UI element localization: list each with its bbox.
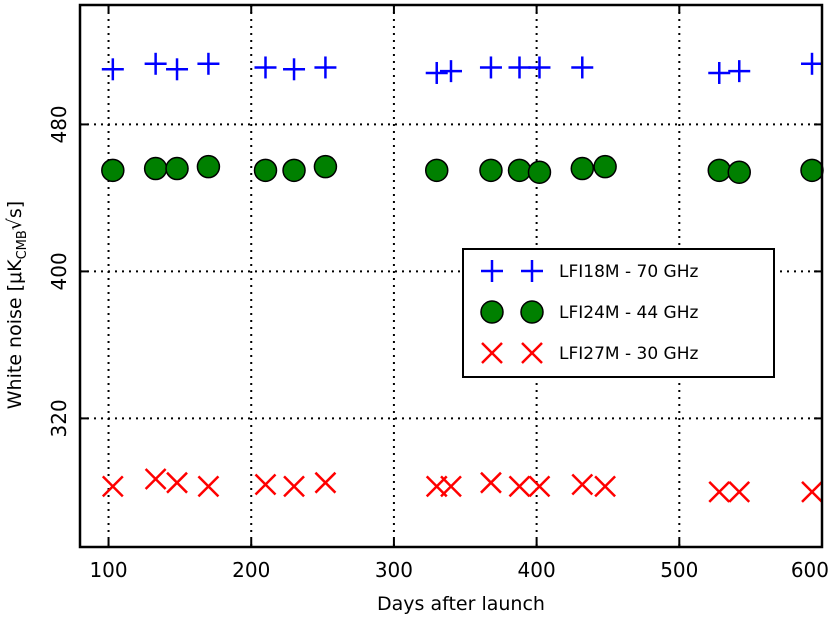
x-tick-label: 400 xyxy=(518,558,556,582)
point-circle xyxy=(507,158,532,183)
point-plus xyxy=(144,52,167,75)
point-circle xyxy=(165,156,189,181)
x-axis-label: Days after launch xyxy=(377,593,545,615)
legend-marker-plus xyxy=(521,260,543,282)
legend-item: LFI18M - 70 GHz xyxy=(481,260,698,282)
x-tick-label: 200 xyxy=(232,558,270,582)
legend-label: LFI27M - 30 GHz xyxy=(559,344,698,364)
data-marks xyxy=(101,52,824,503)
legend-marker-plus xyxy=(481,260,503,282)
axis-ticks: 100 200 300 400 500 600 320 400 480 xyxy=(47,5,829,582)
point-x xyxy=(508,475,531,498)
point-x xyxy=(594,475,616,498)
point-plus xyxy=(440,60,462,83)
point-x xyxy=(480,471,502,494)
point-x xyxy=(728,480,751,503)
legend-marker-circle xyxy=(520,300,544,324)
point-x xyxy=(283,475,305,498)
y-axis-label: White noise [μKCMB√s] xyxy=(4,201,30,409)
plot-frame xyxy=(78,3,824,549)
point-circle xyxy=(313,154,338,179)
grid-lines xyxy=(80,5,823,547)
legend-label: LFI18M - 70 GHz xyxy=(559,262,698,282)
point-plus xyxy=(283,58,306,81)
legend-marker-x xyxy=(481,342,503,364)
legend-marker-circle xyxy=(480,300,504,324)
point-plus xyxy=(728,60,751,83)
legend-marker-x xyxy=(521,342,543,364)
legend-item: LFI27M - 30 GHz xyxy=(481,342,698,364)
point-circle xyxy=(479,158,503,183)
point-plus xyxy=(101,58,124,81)
point-plus xyxy=(254,56,277,79)
point-circle xyxy=(253,158,278,183)
y-axis-label-main: White noise [μK xyxy=(4,259,26,409)
y-tick-label: 400 xyxy=(47,252,71,290)
series-circle xyxy=(101,154,824,184)
point-x xyxy=(314,471,337,494)
point-circle xyxy=(800,158,824,183)
legend-label: LFI24M - 44 GHz xyxy=(559,303,698,323)
point-circle xyxy=(593,154,617,179)
point-circle xyxy=(101,158,125,183)
legend: LFI18M - 70 GHz LFI24M - 44 GHz LFI27M - 3… xyxy=(462,248,775,378)
point-x xyxy=(528,475,551,498)
y-tick-label: 320 xyxy=(47,399,71,437)
point-circle xyxy=(282,158,306,183)
point-circle xyxy=(143,156,168,181)
series-x xyxy=(101,468,823,503)
point-circle xyxy=(527,160,552,184)
y-tick-label: 480 xyxy=(47,105,71,143)
point-plus xyxy=(314,56,337,79)
point-circle xyxy=(707,158,732,183)
point-plus xyxy=(571,56,594,79)
point-x xyxy=(197,475,220,498)
point-plus xyxy=(197,52,220,75)
point-circle xyxy=(570,156,595,181)
y-axis-label-sub: CMB xyxy=(15,230,30,259)
x-tick-label: 500 xyxy=(660,558,698,582)
point-x xyxy=(440,475,462,498)
point-x xyxy=(571,473,594,496)
point-x xyxy=(801,480,823,503)
y-axis-label-close: ] xyxy=(4,201,26,208)
point-x xyxy=(101,475,124,498)
y-axis-label-sqrt: √s xyxy=(4,208,26,230)
x-tick-label: 100 xyxy=(89,558,127,582)
x-tick-label: 600 xyxy=(791,558,829,582)
point-circle xyxy=(424,158,449,183)
point-plus xyxy=(528,56,551,79)
legend-item: LFI24M - 44 GHz xyxy=(480,300,698,324)
point-plus xyxy=(708,61,731,84)
point-x xyxy=(144,468,167,490)
point-plus xyxy=(166,58,189,81)
legend-box xyxy=(462,248,775,378)
point-circle xyxy=(196,154,221,179)
point-plus xyxy=(425,61,448,84)
point-circle xyxy=(727,160,751,184)
x-tick-label: 300 xyxy=(375,558,413,582)
point-x xyxy=(166,471,188,494)
series-plus xyxy=(101,52,824,84)
point-plus xyxy=(801,52,824,75)
point-plus xyxy=(479,56,502,79)
point-plus xyxy=(508,56,531,79)
point-x xyxy=(708,480,731,503)
point-x xyxy=(254,473,277,496)
